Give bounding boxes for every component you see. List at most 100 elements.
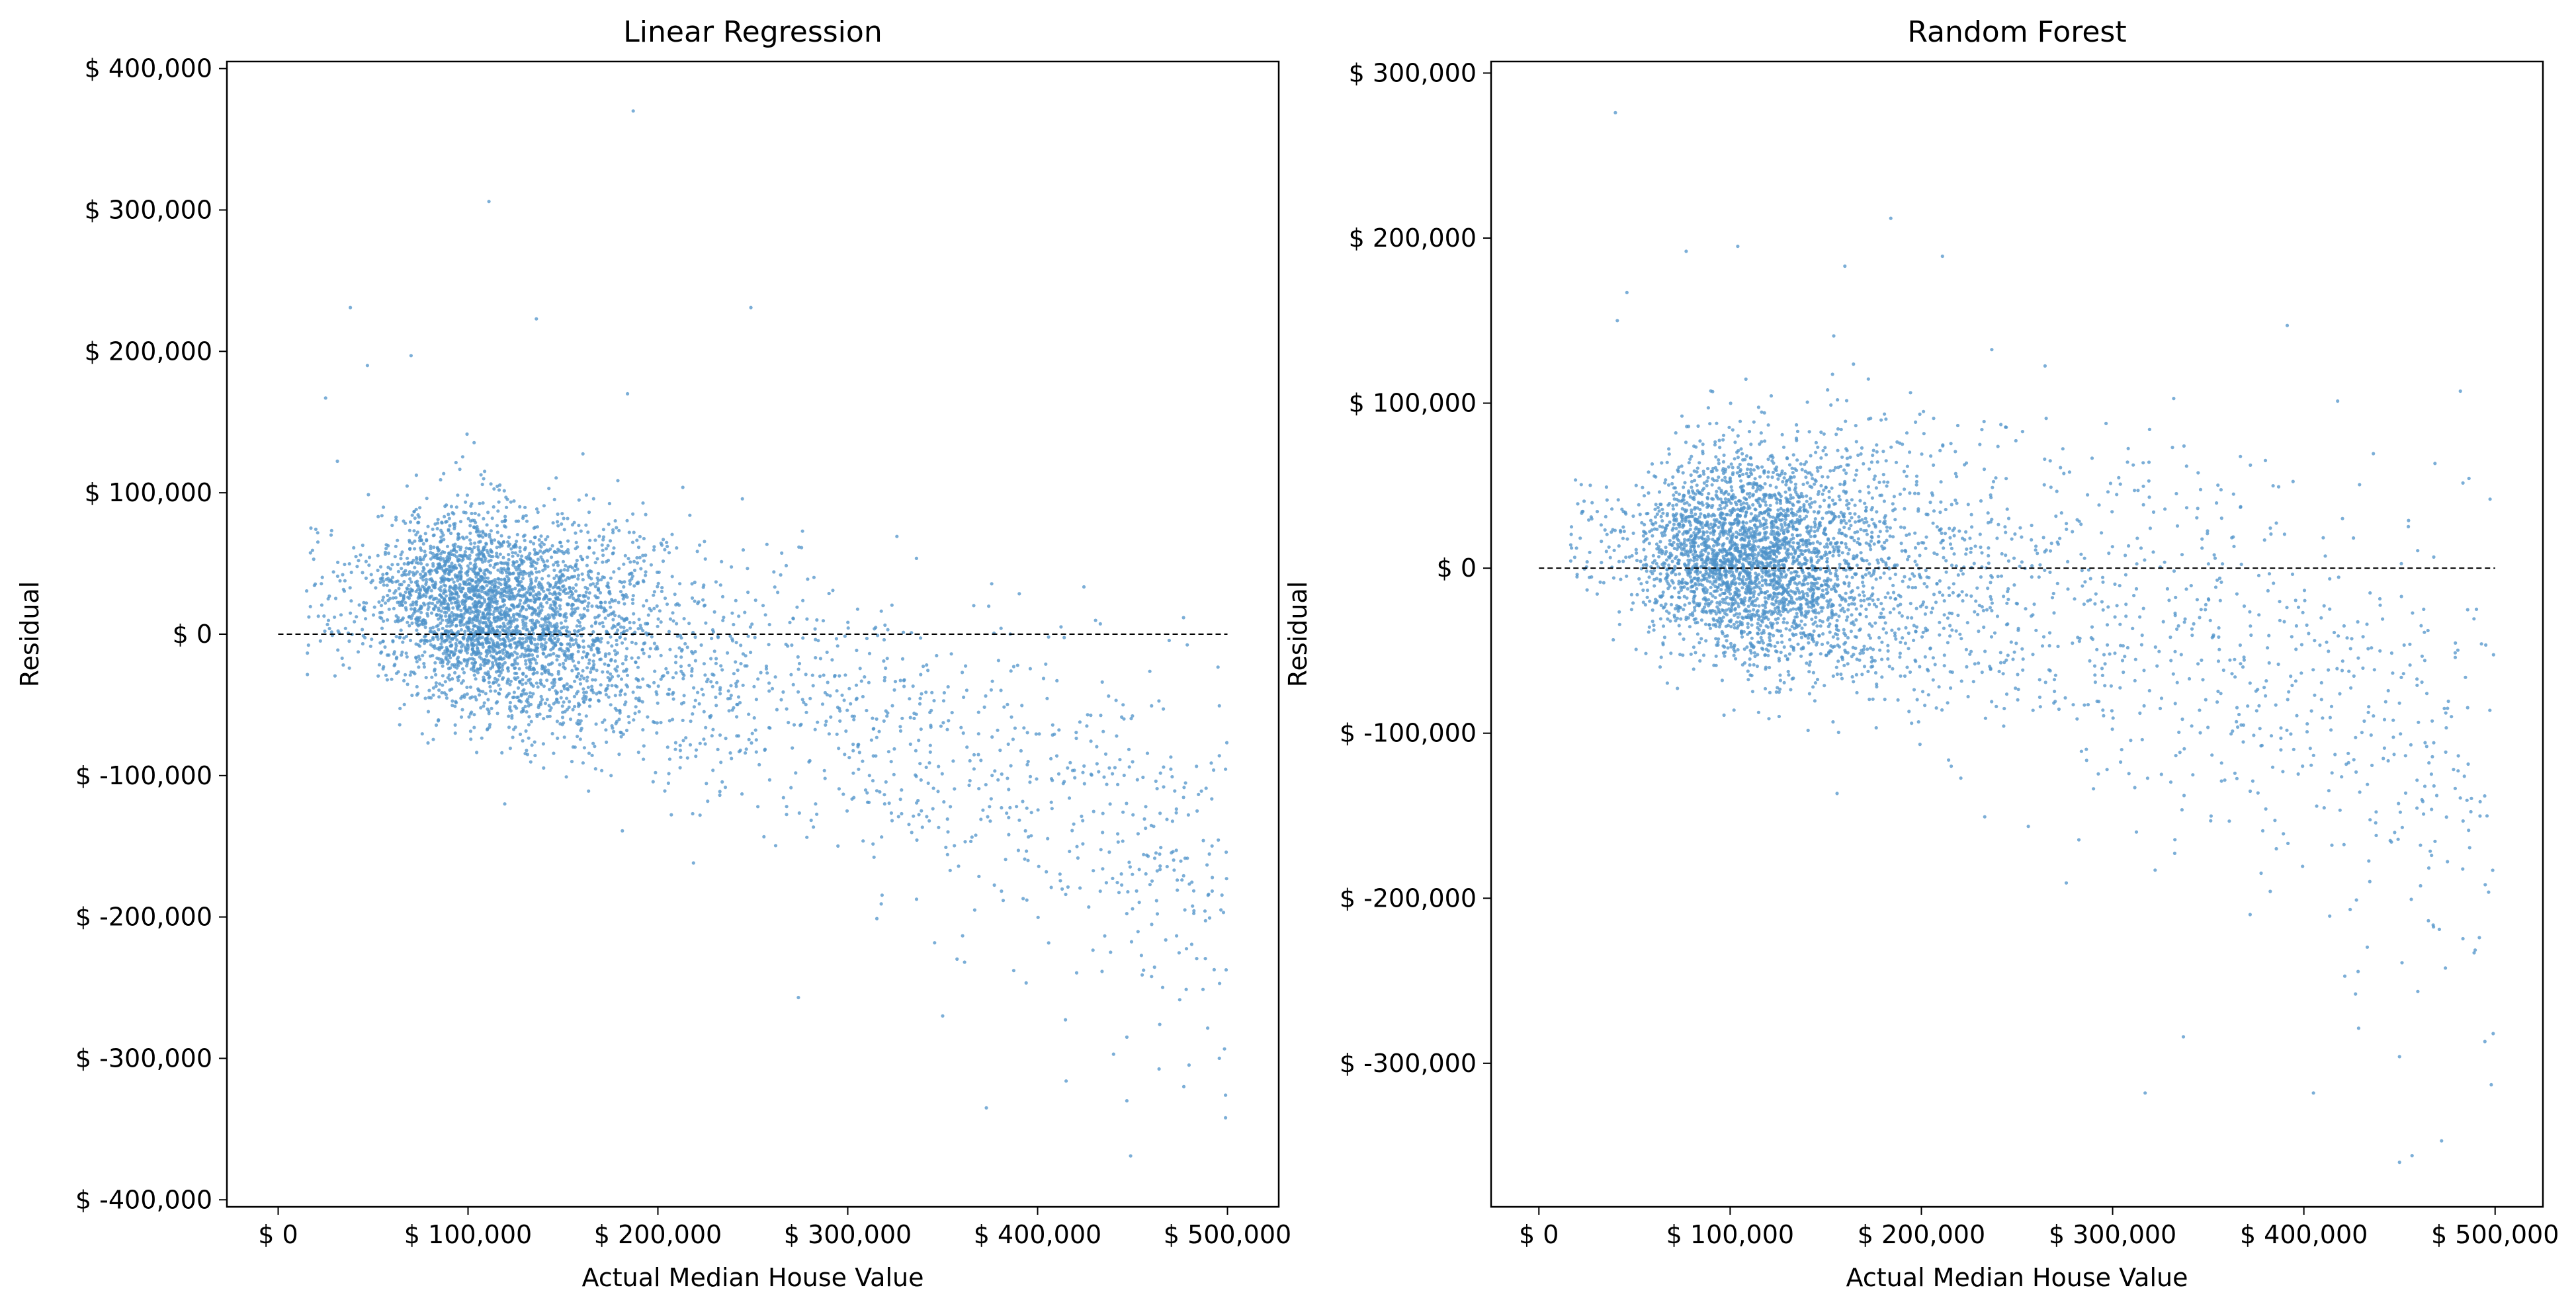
scatter-point xyxy=(537,706,540,710)
scatter-point xyxy=(615,708,619,712)
scatter-point xyxy=(459,575,463,579)
scatter-point xyxy=(489,529,494,533)
scatter-point xyxy=(1186,813,1190,817)
scatter-point xyxy=(612,546,616,550)
scatter-point xyxy=(487,645,491,649)
scatter-point xyxy=(1075,844,1079,848)
scatter-point xyxy=(529,648,533,652)
scatter-point xyxy=(439,535,443,539)
scatter-point xyxy=(538,549,542,553)
scatter-point xyxy=(692,705,696,709)
scatter-point xyxy=(847,686,851,690)
scatter-point xyxy=(929,725,933,729)
scatter-point xyxy=(589,569,593,574)
scatter-point xyxy=(1158,811,1162,815)
scatter-point xyxy=(439,621,443,626)
scatter-point xyxy=(529,702,533,706)
scatter-point xyxy=(451,704,454,708)
scatter-point xyxy=(776,591,780,594)
scatter-point xyxy=(2082,556,2086,560)
scatter-point xyxy=(539,602,543,606)
scatter-point xyxy=(663,548,667,552)
scatter-point xyxy=(524,514,528,518)
scatter-point xyxy=(1224,767,1228,771)
scatter-point xyxy=(544,626,548,631)
scatter-point xyxy=(524,659,528,663)
scatter-point xyxy=(472,663,476,667)
scatter-point xyxy=(1100,680,1104,684)
scatter-point xyxy=(599,683,603,687)
scatter-point xyxy=(536,685,540,689)
scatter-point xyxy=(1212,768,1216,772)
scatter-point xyxy=(486,670,490,674)
scatter-point xyxy=(548,708,552,712)
scatter-point xyxy=(530,743,534,747)
y-tick-label: $ 200,000 xyxy=(85,337,212,366)
scatter-point xyxy=(407,561,411,565)
scatter-point xyxy=(898,729,903,733)
scatter-point xyxy=(569,589,573,593)
scatter-point xyxy=(750,622,754,626)
x-tick-label: $ 200,000 xyxy=(594,1220,722,1249)
scatter-point xyxy=(461,635,465,639)
scatter-point xyxy=(419,619,424,623)
scatter-point xyxy=(1180,878,1184,882)
scatter-point xyxy=(458,548,462,552)
scatter-point xyxy=(465,685,469,689)
scatter-point xyxy=(2468,846,2471,850)
scatter-point xyxy=(559,632,563,635)
scatter-point xyxy=(528,557,533,561)
x-tick-label: $ 100,000 xyxy=(404,1220,532,1249)
scatter-point xyxy=(703,540,707,544)
scatter-point xyxy=(498,649,502,654)
scatter-point xyxy=(1670,595,1674,599)
scatter-point xyxy=(495,484,499,489)
scatter-point xyxy=(556,512,560,516)
scatter-point xyxy=(466,625,470,629)
scatter-point xyxy=(1066,766,1070,770)
scatter-point xyxy=(824,723,828,727)
scatter-point xyxy=(2466,706,2469,710)
scatter-point xyxy=(562,665,566,669)
y-tick-label: $ -400,000 xyxy=(75,1185,212,1214)
scatter-point xyxy=(384,546,388,551)
scatter-point xyxy=(478,693,482,697)
scatter-point xyxy=(1058,872,1062,876)
scatter-point xyxy=(570,685,574,689)
scatter-point xyxy=(632,612,636,616)
scatter-point xyxy=(529,667,534,672)
scatter-point xyxy=(323,396,327,400)
scatter-point xyxy=(724,737,728,741)
scatter-point xyxy=(1092,809,1095,813)
scatter-point xyxy=(555,520,560,524)
scatter-point xyxy=(582,606,587,611)
scatter-point xyxy=(488,684,492,689)
scatter-point xyxy=(588,583,593,587)
scatter-point xyxy=(420,622,424,626)
scatter-point xyxy=(481,645,485,649)
scatter-point xyxy=(814,637,818,641)
scatter-point xyxy=(979,817,983,821)
scatter-point xyxy=(450,610,454,615)
scatter-point xyxy=(564,655,569,659)
scatter-point xyxy=(542,637,546,641)
scatter-point xyxy=(587,511,591,514)
scatter-point xyxy=(1089,714,1093,717)
scatter-point xyxy=(574,641,578,645)
scatter-point xyxy=(2182,747,2186,751)
scatter-point xyxy=(530,653,535,657)
scatter-point xyxy=(592,653,596,657)
scatter-point xyxy=(649,563,654,567)
scatter-point xyxy=(353,620,357,624)
scatter-point xyxy=(1826,475,1830,479)
scatter-point xyxy=(1089,739,1093,743)
scatter-point xyxy=(546,535,550,539)
scatter-point xyxy=(1192,909,1196,913)
scatter-point xyxy=(470,657,474,661)
scatter-point xyxy=(518,636,522,641)
scatter-point xyxy=(1877,635,1881,640)
scatter-point xyxy=(1158,868,1162,872)
scatter-point xyxy=(515,579,519,583)
scatter-point xyxy=(465,432,469,436)
scatter-point xyxy=(519,694,523,698)
